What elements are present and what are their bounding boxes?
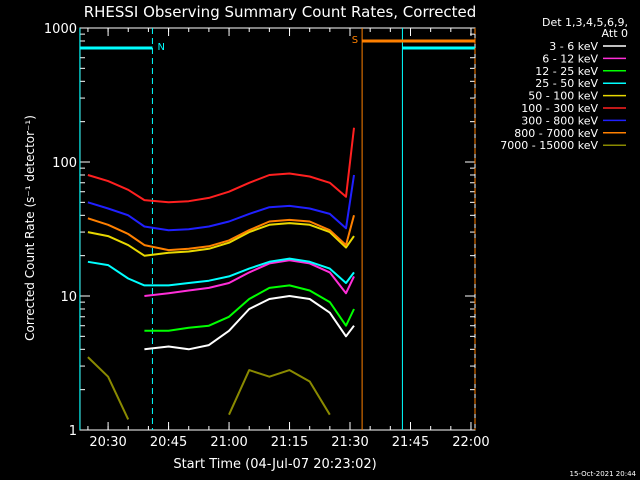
series-line-1 [144,295,355,351]
chart-title: RHESSI Observing Summary Count Rates, Co… [84,3,477,21]
x-tick-label: 22:00 [452,435,489,450]
series-line-3 [144,284,355,332]
x-tick-label: 21:30 [331,435,368,450]
series-line-7 [87,174,355,232]
legend-label: 300 - 800 keV [521,114,598,127]
legend-label: 12 - 25 keV [535,65,598,78]
y-axis-label: Corrected Count Rate (s⁻¹ detector⁻¹) [23,115,37,341]
x-tick-label: 20:45 [150,435,187,450]
series-line-8 [87,215,355,252]
series-line-2 [144,259,355,297]
legend-label: 3 - 6 keV [549,40,598,53]
plot-marks: 20:30 20:45 21:00 21:15 21:30 21:45 22:00 1 10 10… [44,22,626,450]
series-line-9 [228,369,331,416]
x-tick-label: 20:30 [89,435,126,450]
plot-frame [79,27,476,431]
plot-timestamp: 15-Oct-2021 20:44 [570,470,637,478]
series-line-4 [87,257,355,287]
x-tick-label: 21:00 [210,435,247,450]
y-tick-label: 100 [52,156,77,171]
series-line-9 [87,356,130,420]
saa-label: S [352,35,358,46]
x-tick-label: 21:45 [392,435,429,450]
night-label: N [157,42,164,53]
legend-label: 7000 - 15000 keV [500,139,598,152]
y-tick-label: 10 [60,290,77,305]
y-tick-label: 1000 [44,22,77,37]
x-axis-label: Start Time (04-Jul-07 20:23:02) [173,457,376,472]
legend-label: 100 - 300 keV [521,102,598,115]
legend-label: 50 - 100 keV [528,90,598,103]
legend-label: 25 - 50 keV [535,77,598,90]
series-line-6 [87,127,355,204]
series-line-5 [87,222,355,257]
legend-title-line-1: Det 1,3,4,5,6,9, [542,16,628,29]
legend-label: 800 - 7000 keV [514,127,598,140]
legend-label: 6 - 12 keV [542,52,598,65]
x-tick-label: 21:15 [271,435,308,450]
y-tick-label: 1 [69,424,77,439]
legend-title-line-2: Att 0 [602,27,628,40]
